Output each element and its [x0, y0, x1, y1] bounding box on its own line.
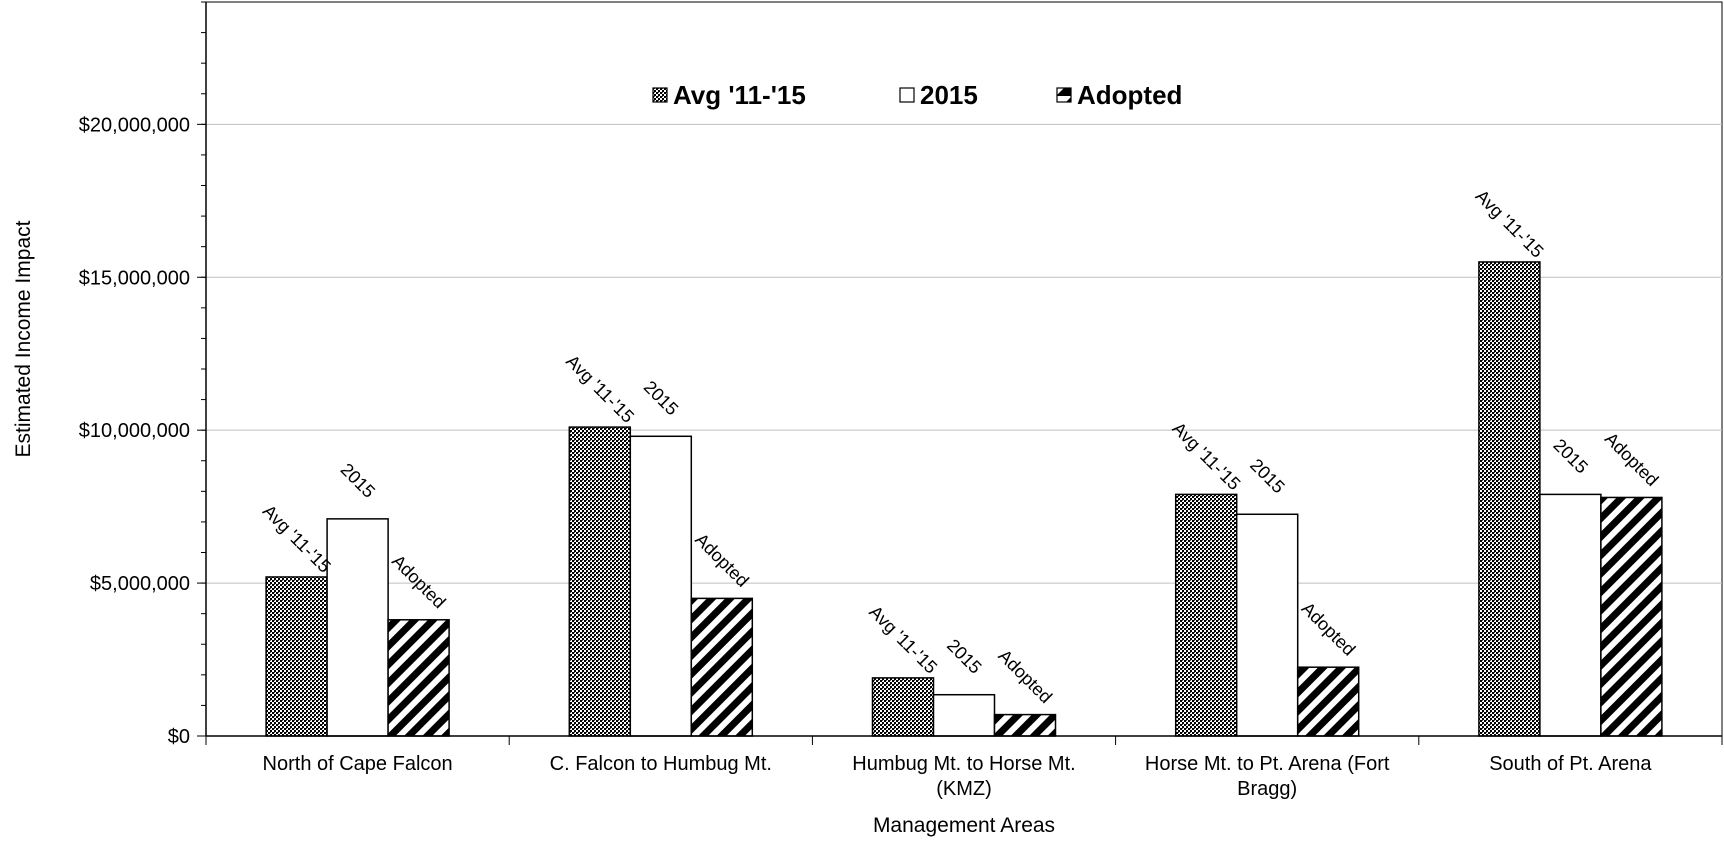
legend-swatch [652, 87, 668, 103]
x-axis-title: Management Areas [873, 814, 1055, 837]
bar [993, 713, 1057, 737]
bar [387, 619, 450, 737]
y-tick-label: $5,000,000 [90, 573, 190, 595]
bars [265, 261, 1663, 737]
axes [197, 1, 1723, 745]
y-tick-label: $15,000,000 [79, 267, 190, 289]
bar [1478, 261, 1541, 737]
data-label: 2015 [943, 635, 985, 677]
legend-swatch [1056, 87, 1072, 103]
y-tick-label: $0 [168, 726, 190, 748]
data-label: 2015 [1246, 455, 1288, 497]
data-label: Adopted [994, 646, 1056, 708]
bar [629, 435, 693, 737]
y-tick-label: $20,000,000 [79, 114, 190, 136]
legend-label: 2015 [920, 80, 978, 110]
x-category-label: North of Cape Falcon [263, 753, 453, 775]
data-label: Adopted [691, 529, 753, 591]
x-category-label: Bragg) [1237, 778, 1297, 800]
legend-label: Adopted [1077, 80, 1182, 110]
data-label: 2015 [337, 459, 379, 501]
data-label: Adopted [388, 551, 450, 613]
bar [1235, 513, 1299, 737]
bar [871, 677, 935, 737]
bar [1600, 496, 1663, 737]
x-category-label: Horse Mt. to Pt. Arena (Fort [1145, 753, 1390, 775]
data-label: Adopted [1601, 428, 1663, 490]
data-label: 2015 [640, 377, 682, 419]
y-axis-title: Estimated Income Impact [12, 220, 35, 457]
gridlines [206, 123, 1722, 584]
data-label: Avg '11-'15 [865, 602, 941, 678]
bar [326, 518, 389, 737]
bar [265, 576, 328, 737]
x-category-label: Humbug Mt. to Horse Mt. [852, 753, 1075, 775]
x-category-label: (KMZ) [936, 778, 992, 800]
data-label: Avg '11-'15 [1472, 186, 1548, 262]
x-category-label: C. Falcon to Humbug Mt. [550, 753, 772, 775]
bar [1174, 493, 1238, 737]
data-label: Avg '11-'15 [259, 501, 335, 577]
data-label: Adopted [1298, 598, 1360, 660]
x-category-labels: North of Cape Falcon C. Falcon to Humbug … [263, 753, 1653, 800]
legend-swatch [899, 87, 915, 103]
bar [1539, 493, 1602, 737]
bar [568, 426, 632, 737]
x-category-label: South of Pt. Arena [1489, 753, 1652, 775]
data-label: 2015 [1549, 435, 1591, 477]
bar [1296, 666, 1360, 737]
y-tick-label: $10,000,000 [79, 420, 190, 442]
data-label: Avg '11-'15 [562, 351, 638, 427]
data-label: Avg '11-'15 [1169, 418, 1245, 494]
legend-label: Avg '11-'15 [673, 80, 806, 110]
y-tick-labels: $0 $5,000,000 $10,000,000 $15,000,000 $20,00… [79, 114, 190, 748]
data-labels: Avg '11-'15 Avg '11-'15 Avg '11-'15 Avg '11… [259, 186, 1663, 707]
bar [932, 693, 996, 737]
legend: Avg '11-'15 2015 Adopted [652, 80, 1182, 110]
bar [690, 597, 754, 737]
